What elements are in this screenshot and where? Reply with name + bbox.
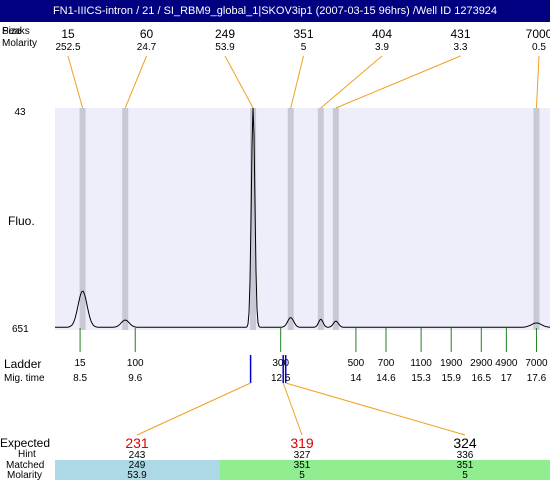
peak-band xyxy=(79,108,86,330)
peak-connector xyxy=(290,55,304,109)
ladder-time-label: 12.5 xyxy=(271,373,291,384)
peak-connector xyxy=(67,55,84,109)
molarity-value: 5 xyxy=(462,470,468,480)
ladder-time-label: 16.5 xyxy=(472,373,492,384)
ladder-time-label: 8.5 xyxy=(73,373,87,384)
peak-molarity-label: 53.9 xyxy=(215,42,235,53)
ladder-size-label: 4900 xyxy=(495,358,518,369)
ladder-time-label: 14 xyxy=(350,373,362,384)
peak-molarity-label: 3.9 xyxy=(375,42,389,53)
expected-value: 319 xyxy=(290,435,314,451)
peak-band xyxy=(287,108,294,330)
peak-connector xyxy=(320,55,383,109)
hint-label: Hint xyxy=(18,449,36,460)
molarity-row-label: Molarity xyxy=(2,38,37,49)
peak-band xyxy=(332,108,339,330)
mig-time-label: Mig. time xyxy=(4,373,45,384)
y-axis-label: Fluo. xyxy=(8,214,35,228)
expected-value: 231 xyxy=(125,435,149,451)
peak-molarity-label: 0.5 xyxy=(532,42,546,53)
ladder-label: Ladder xyxy=(4,357,41,371)
peak-size-label: 431 xyxy=(450,27,470,41)
ladder-size-label: 1900 xyxy=(440,358,463,369)
ladder-size-label: 2900 xyxy=(470,358,493,369)
peak-size-label: 60 xyxy=(140,27,154,41)
ladder-time-label: 17.6 xyxy=(527,373,547,384)
expected-value: 324 xyxy=(453,435,477,451)
matched-value: 249 xyxy=(129,460,146,471)
peak-size-label: 404 xyxy=(372,27,392,41)
ladder-time-label: 15.9 xyxy=(441,373,461,384)
peak-size-label: 249 xyxy=(215,27,235,41)
matched-value: 351 xyxy=(457,460,474,471)
hint-value: 327 xyxy=(294,450,311,461)
ladder-ticks: 15 8.5 100 9.6 300 12.5 500 14 700 14.6 1100 15.3 19… xyxy=(73,328,548,384)
peak-connector xyxy=(335,55,461,109)
fluorescence-trace xyxy=(55,107,550,328)
ladder-size-label: 100 xyxy=(127,358,144,369)
ladder-time-label: 15.3 xyxy=(411,373,431,384)
peak-band xyxy=(533,108,540,330)
peak-size-label: 15 xyxy=(61,27,75,41)
ladder-size-label: 500 xyxy=(348,358,365,369)
size-row-label: Size xyxy=(2,26,22,37)
ladder-size-label: 7000 xyxy=(525,358,548,369)
ladder-time-label: 14.6 xyxy=(376,373,396,384)
matched-blue-cell xyxy=(55,460,220,480)
peak-connector xyxy=(535,55,540,109)
peak-band xyxy=(250,108,257,330)
molarity-value: 5 xyxy=(299,470,305,480)
peak-molarity-label: 24.7 xyxy=(137,42,157,53)
y-tick-top: 43 xyxy=(14,107,26,118)
expected-connector xyxy=(285,382,466,436)
ladder-size-label: 700 xyxy=(378,358,395,369)
peak-size-label: 351 xyxy=(293,27,313,41)
matched-value: 351 xyxy=(294,460,311,471)
ladder-time-label: 9.6 xyxy=(128,373,142,384)
ladder-size-label: 300 xyxy=(272,358,289,369)
peak-molarity-label: 3.3 xyxy=(454,42,468,53)
peak-molarity-label: 5 xyxy=(301,42,307,53)
molarity-bottom-label: Molarity xyxy=(7,470,42,480)
ladder-size-label: 15 xyxy=(75,358,87,369)
expected-connectors xyxy=(136,355,466,436)
peak-size-label: 7000 xyxy=(526,27,550,41)
ladder-size-label: 1100 xyxy=(410,358,432,369)
peak-connectors xyxy=(67,55,540,109)
expected-connector xyxy=(136,382,251,436)
peaks-row-label: Peaks xyxy=(2,26,30,37)
peak-band xyxy=(122,108,129,330)
y-tick-bottom: 651 xyxy=(12,324,29,335)
matched-label: Matched xyxy=(6,460,44,471)
hint-value: 336 xyxy=(457,450,474,461)
peak-connector xyxy=(224,55,254,109)
hint-value: 243 xyxy=(129,450,146,461)
chart-title: FN1-IIICS-intron / 21 / SI_RBM9_global_1… xyxy=(0,0,550,22)
plot-area xyxy=(55,108,550,330)
ladder-time-label: 17 xyxy=(501,373,513,384)
peak-molarity-label: 252.5 xyxy=(55,42,80,53)
matched-green-cell xyxy=(220,460,550,480)
peak-connector xyxy=(124,55,147,109)
peak-bands xyxy=(79,108,540,330)
molarity-value: 53.9 xyxy=(127,470,147,480)
peak-band xyxy=(317,108,324,330)
expected-label: Expected xyxy=(0,436,50,450)
expected-connector xyxy=(282,382,303,436)
